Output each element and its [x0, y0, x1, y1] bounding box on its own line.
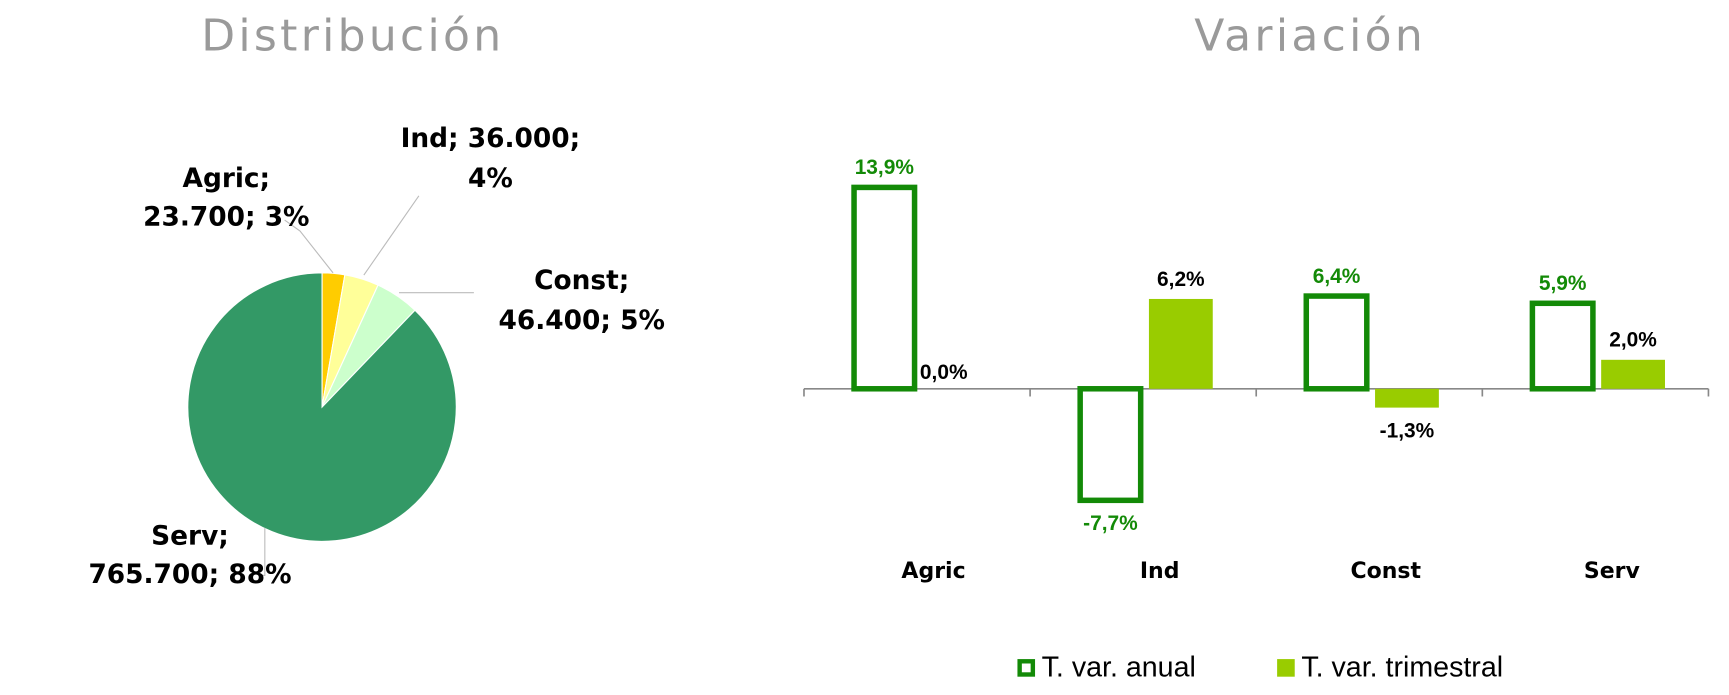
data-label: -7,7%: [1083, 512, 1138, 535]
bar: [1375, 388, 1439, 408]
pie-label: Agric;: [183, 163, 271, 194]
data-label: 6,4%: [1313, 265, 1361, 288]
x-tick-label: Const: [1351, 559, 1422, 584]
pie-label: 765.700; 88%: [88, 559, 291, 590]
x-tick-label: Serv: [1584, 559, 1641, 584]
bar: [1529, 300, 1596, 392]
data-label: 0,0%: [920, 361, 968, 384]
pie-label: Const;: [534, 265, 629, 296]
data-label: -1,3%: [1380, 419, 1435, 442]
legend-swatch: [1277, 659, 1295, 677]
pie-title: Distribución: [201, 11, 504, 62]
bar: [851, 184, 918, 392]
data-label: 13,9%: [855, 156, 915, 179]
bar: [1148, 298, 1213, 389]
data-label: 2,0%: [1609, 329, 1657, 352]
pie-label: 23.700; 3%: [143, 201, 309, 232]
x-tick-label: Ind: [1140, 559, 1180, 584]
legend-label: T. var. anual: [1042, 652, 1196, 684]
pie-label: Ind; 36.000;: [401, 123, 581, 154]
bar: [1303, 293, 1370, 392]
legend-swatch: [1017, 659, 1036, 677]
data-label: 6,2%: [1157, 268, 1205, 291]
legend-label: T. var. trimestral: [1301, 652, 1503, 684]
bar-title: Variación: [1194, 11, 1426, 62]
leader-line: [260, 528, 266, 577]
data-label: 5,9%: [1539, 272, 1587, 295]
pie-label: 4%: [468, 163, 513, 194]
pie-label: Serv;: [151, 520, 229, 551]
leader-line: [284, 219, 334, 274]
leader-line: [363, 195, 420, 276]
bar: [1077, 386, 1144, 504]
pie-label: 46.400; 5%: [499, 305, 665, 336]
x-tick-label: Agric: [901, 559, 965, 584]
pie-slice: [187, 272, 457, 542]
bar: [1601, 359, 1665, 389]
